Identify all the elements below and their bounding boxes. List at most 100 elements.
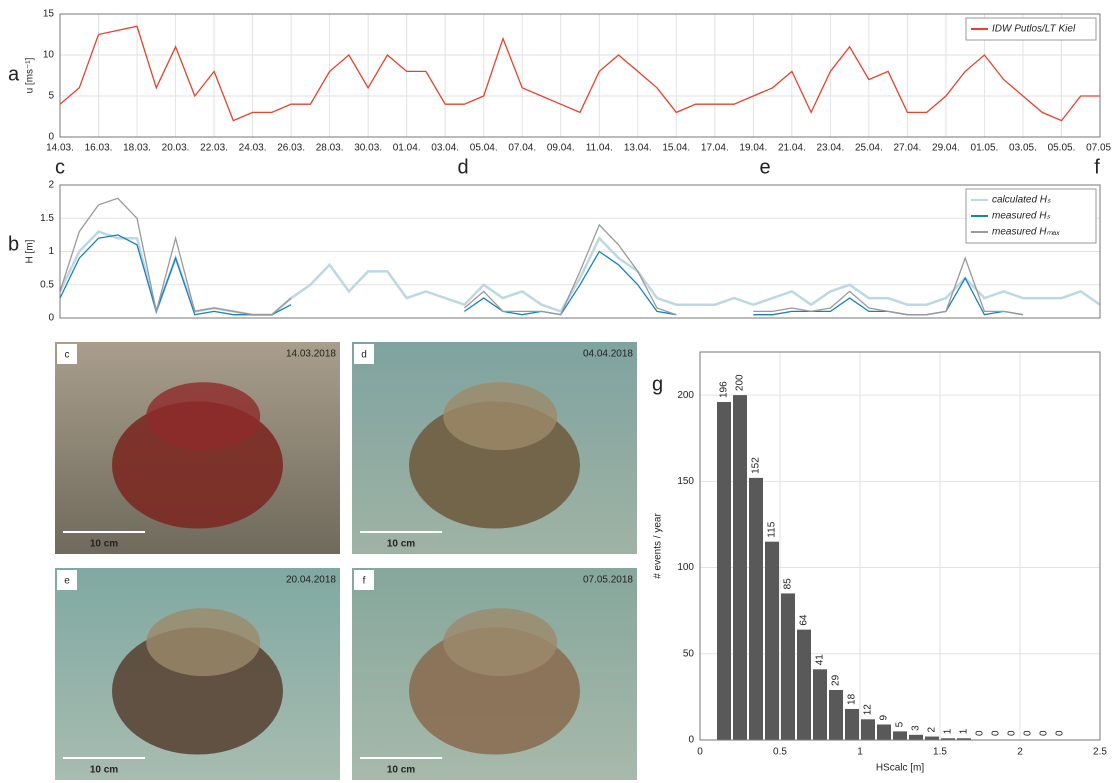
bar-value-label: 0 bbox=[975, 730, 986, 736]
bar-value-label: 0 bbox=[1055, 730, 1066, 736]
panel-label: a bbox=[8, 63, 20, 85]
plot-frame bbox=[59, 13, 1101, 138]
photo-date: 14.03.2018 bbox=[286, 349, 336, 360]
scale-label: 10 cm bbox=[90, 765, 118, 776]
x-tick-label: 05.05. bbox=[1048, 143, 1076, 154]
photo-letter: f bbox=[363, 576, 366, 587]
photo: f 07.05.2018 10 cm bbox=[352, 568, 637, 780]
x-tick-label: 07.05. bbox=[1086, 143, 1112, 154]
scale-label: 10 cm bbox=[387, 765, 415, 776]
photo-letter-box bbox=[354, 570, 374, 590]
bar bbox=[925, 736, 939, 740]
x-tick-label: 27.04. bbox=[894, 143, 922, 154]
x-tick-label: 01.05. bbox=[971, 143, 999, 154]
photo-marker: f bbox=[1094, 156, 1100, 178]
bar bbox=[893, 731, 907, 740]
x-tick-label: 19.04. bbox=[739, 143, 767, 154]
photo-letter: d bbox=[361, 350, 367, 361]
plot-area bbox=[60, 14, 1100, 137]
photo: c 14.03.2018 10 cm bbox=[55, 342, 340, 554]
y-tick-label: 50 bbox=[683, 648, 695, 659]
bar bbox=[781, 593, 795, 740]
panel-label: b bbox=[8, 233, 19, 255]
x-axis-label: HScalc [m] bbox=[876, 763, 925, 774]
y-tick-label: 0 bbox=[48, 313, 54, 324]
plot-frame bbox=[59, 184, 1101, 319]
y-axis-label: # events / year bbox=[653, 513, 664, 579]
x-tick-label: 15.04. bbox=[662, 143, 690, 154]
panel-label: g bbox=[652, 373, 663, 395]
x-tick-label: 17.04. bbox=[701, 143, 729, 154]
bar-value-label: 5 bbox=[895, 721, 906, 727]
x-tick-label: 07.04. bbox=[508, 143, 536, 154]
photo-letter-box bbox=[57, 570, 77, 590]
bar bbox=[797, 629, 811, 740]
bar bbox=[909, 734, 923, 740]
x-tick-label: 13.04. bbox=[624, 143, 652, 154]
y-tick-label: 1.5 bbox=[40, 213, 54, 224]
algae bbox=[146, 382, 261, 451]
bar-value-label: 200 bbox=[735, 374, 746, 391]
bar-value-label: 9 bbox=[879, 714, 890, 720]
x-tick-label: 03.05. bbox=[1009, 143, 1037, 154]
legend-label: calculated Hₛ bbox=[992, 195, 1051, 206]
bar bbox=[861, 719, 875, 740]
photo: e 20.04.2018 10 cm bbox=[55, 568, 340, 780]
scale-label: 10 cm bbox=[90, 539, 118, 550]
x-tick-label: 09.04. bbox=[547, 143, 575, 154]
x-tick-label: 23.04. bbox=[816, 143, 844, 154]
bar bbox=[941, 738, 955, 740]
x-tick-label: 29.04. bbox=[932, 143, 960, 154]
series-line bbox=[59, 197, 1024, 316]
y-tick-label: 0.5 bbox=[40, 279, 54, 290]
photo-marker: c bbox=[55, 156, 65, 178]
scale-label: 10 cm bbox=[387, 539, 415, 550]
algae bbox=[443, 382, 558, 451]
legend-label: measured Hₛ bbox=[992, 211, 1050, 222]
bar bbox=[877, 724, 891, 740]
y-tick-label: 100 bbox=[677, 562, 694, 573]
bar-value-label: 196 bbox=[719, 381, 730, 398]
x-tick-label: 03.04. bbox=[431, 143, 459, 154]
bar bbox=[829, 689, 843, 740]
photo-letter-box bbox=[57, 344, 77, 364]
y-tick-label: 1 bbox=[48, 246, 54, 257]
bar-value-label: 29 bbox=[831, 674, 842, 686]
bar-value-label: 85 bbox=[783, 578, 794, 590]
legend-label: measured Hₘₐₓ bbox=[992, 227, 1060, 238]
y-tick-label: 15 bbox=[43, 9, 55, 20]
x-tick-label: 1.5 bbox=[933, 747, 947, 758]
photo-letter: c bbox=[65, 350, 70, 361]
bar-value-label: 64 bbox=[799, 614, 810, 626]
photo-date: 04.04.2018 bbox=[583, 349, 633, 360]
y-tick-label: 5 bbox=[48, 91, 54, 102]
bar-value-label: 1 bbox=[959, 728, 970, 734]
legend-box bbox=[965, 17, 1097, 41]
algae bbox=[443, 608, 558, 677]
bar-value-label: 2 bbox=[927, 727, 938, 733]
x-tick-label: 18.03. bbox=[123, 143, 151, 154]
x-tick-label: 2.5 bbox=[1093, 747, 1107, 758]
photo-date: 07.05.2018 bbox=[583, 575, 633, 586]
x-tick-label: 2 bbox=[1017, 747, 1023, 758]
x-tick-label: 11.04. bbox=[586, 143, 613, 154]
photo-letter-box bbox=[354, 344, 374, 364]
bar bbox=[733, 395, 747, 740]
x-tick-label: 30.03. bbox=[354, 143, 382, 154]
x-tick-label: 0 bbox=[697, 747, 703, 758]
algae bbox=[146, 608, 261, 677]
bar-value-label: 0 bbox=[1039, 730, 1050, 736]
bar-value-label: 152 bbox=[751, 457, 762, 474]
bar-value-label: 1 bbox=[943, 728, 954, 734]
bar bbox=[749, 477, 763, 740]
bar-value-label: 41 bbox=[815, 654, 826, 666]
photo: d 04.04.2018 10 cm bbox=[352, 342, 637, 554]
x-tick-label: 24.03. bbox=[239, 143, 267, 154]
photo-letter: e bbox=[64, 576, 70, 587]
photo-marker: e bbox=[759, 156, 770, 178]
bar bbox=[717, 402, 731, 740]
x-tick-label: 0.5 bbox=[773, 747, 787, 758]
x-tick-label: 22.03. bbox=[200, 143, 228, 154]
x-tick-label: 21.04. bbox=[778, 143, 806, 154]
